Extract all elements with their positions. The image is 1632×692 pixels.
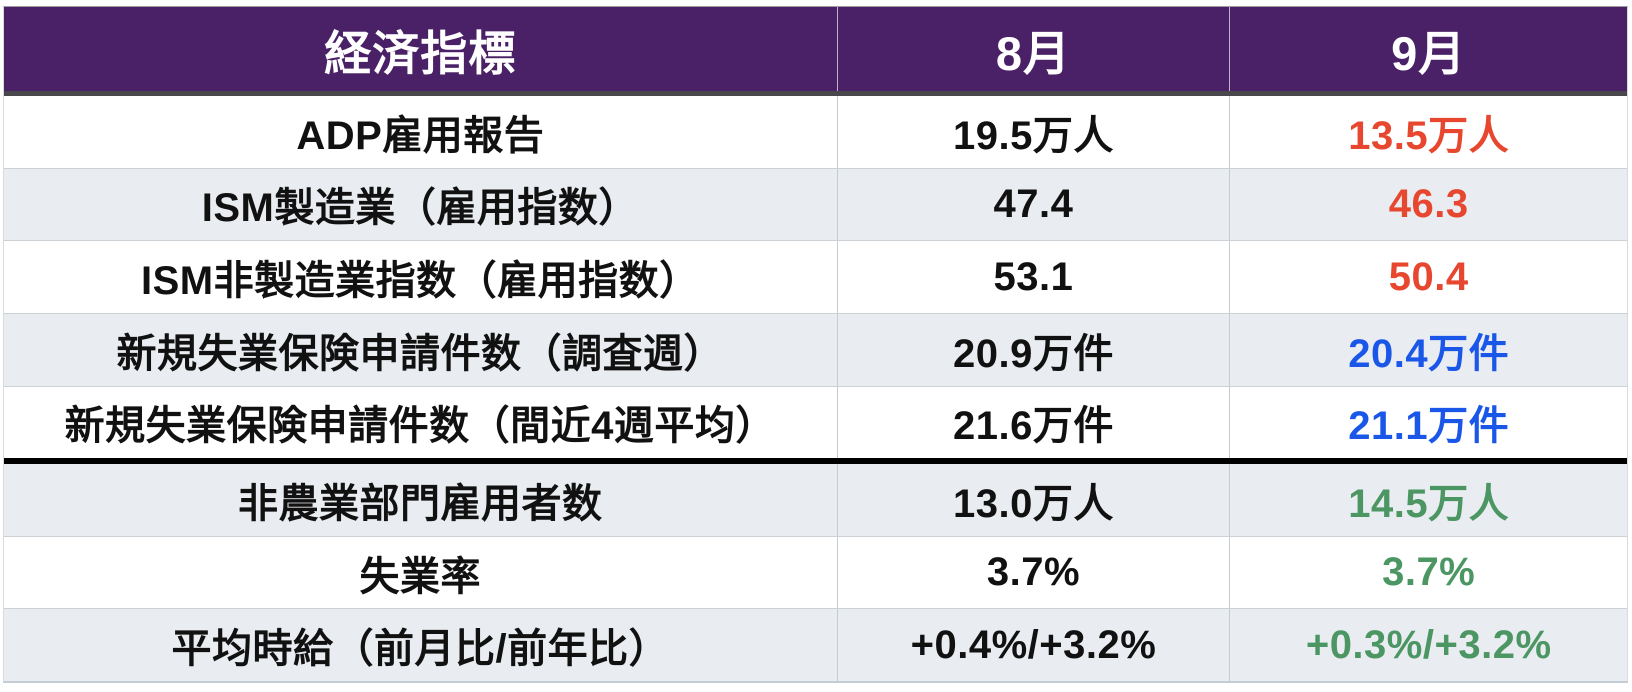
september-value: 14.5万人: [1229, 464, 1627, 536]
table-row: 非農業部門雇用者数 13.0万人 14.5万人: [4, 464, 1627, 536]
table-body: ADP雇用報告 19.5万人 13.5万人 ISM製造業（雇用指数） 47.4 …: [4, 96, 1627, 681]
august-value: 19.5万人: [836, 96, 1230, 168]
table-row: 失業率 3.7% 3.7%: [4, 535, 1627, 609]
august-value: +0.4%/+3.2%: [836, 609, 1230, 681]
september-value: 13.5万人: [1229, 96, 1627, 168]
table-row: 平均時給（前月比/前年比） +0.4%/+3.2% +0.3%/+3.2%: [4, 608, 1627, 681]
august-value: 13.0万人: [836, 464, 1230, 536]
table-row: ISM製造業（雇用指数） 47.4 46.3: [4, 167, 1627, 241]
indicator-label: 平均時給（前月比/前年比）: [171, 627, 670, 672]
column-header-august: 8月: [836, 7, 1230, 91]
indicator-label: 非農業部門雇用者数: [238, 481, 603, 526]
indicator-label: 新規失業保険申請件数（調査週）: [116, 331, 725, 376]
august-value: 47.4: [836, 168, 1230, 241]
table-row: ADP雇用報告 19.5万人 13.5万人: [4, 96, 1627, 168]
september-value: 3.7%: [1229, 536, 1627, 609]
indicator-label: ADP雇用報告: [296, 113, 545, 158]
column-header-september: 9月: [1229, 7, 1627, 91]
september-value: +0.3%/+3.2%: [1229, 609, 1627, 681]
august-value: 53.1: [836, 241, 1230, 313]
table-header-row: 経済指標 8月 9月: [4, 7, 1627, 96]
indicator-label: 新規失業保険申請件数（間近4週平均）: [64, 404, 776, 449]
september-value: 50.4: [1229, 241, 1627, 313]
september-value: 20.4万件: [1229, 313, 1627, 386]
indicator-label: ISM非製造業指数（雇用指数）: [140, 259, 700, 304]
september-value: 46.3: [1229, 168, 1627, 241]
table-row: ISM非製造業指数（雇用指数） 53.1 50.4: [4, 240, 1627, 313]
indicator-label: ISM製造業（雇用指数）: [201, 186, 639, 231]
table-row: 新規失業保険申請件数（調査週） 20.9万件 20.4万件: [4, 312, 1627, 386]
indicator-label: 失業率: [359, 554, 482, 599]
september-value: 21.1万件: [1229, 386, 1627, 459]
section-divider: [4, 458, 1627, 465]
august-value: 20.9万件: [836, 313, 1230, 386]
august-value: 21.6万件: [836, 386, 1230, 459]
table-row: 新規失業保険申請件数（間近4週平均） 21.6万件 21.1万件: [4, 385, 1627, 459]
august-value: 3.7%: [836, 536, 1230, 609]
column-header-indicator: 経済指標: [324, 26, 517, 80]
table: 経済指標 8月 9月 ADP雇用報告 19.5万人 13.5万人 ISM製造業（…: [3, 6, 1628, 683]
